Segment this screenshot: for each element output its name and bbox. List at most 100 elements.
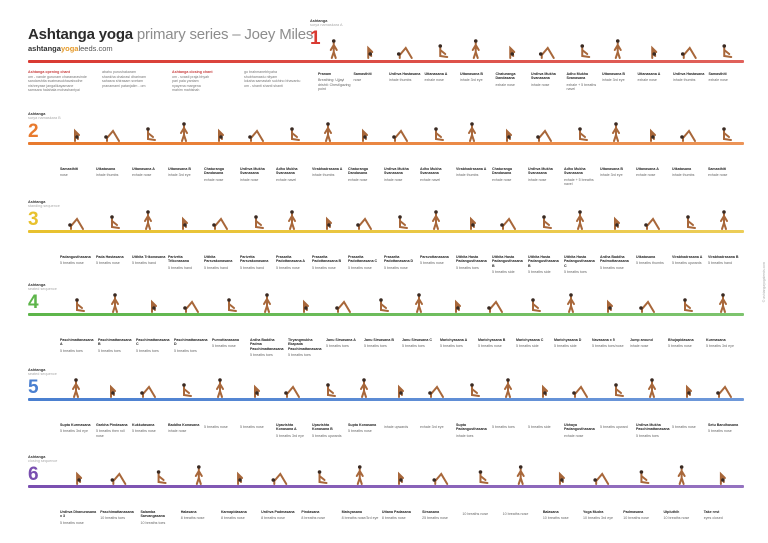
- pose-breath: exhale navel: [420, 177, 441, 182]
- pose-card: Utthita Hasta Padangusthasana 5 breaths t…: [456, 255, 490, 270]
- pose-card: Parivrtta Trikonasana 5 breaths hand: [168, 255, 202, 270]
- pose-card: Utthita Trikonasana 5 breaths hand: [132, 255, 166, 266]
- pose-figure-icon: [432, 472, 449, 485]
- pose-card: Urdhva Mukha Paschimattanasana 5 breaths …: [636, 423, 670, 438]
- pose-breath: 5 breaths toes: [456, 265, 479, 270]
- pose-card: Adho Mukha Svanasana exhale navel: [276, 167, 310, 182]
- pose-breath: 5 breaths upwards: [312, 433, 342, 438]
- pose-figure-icon: [686, 384, 692, 398]
- pose-breath: inhale upwards: [384, 425, 409, 429]
- pose-breath: inhale 3rd eye: [168, 173, 191, 178]
- pose-name: Urdhva Hastasana: [389, 72, 421, 76]
- pose-name: Adho Mukha Svanasana: [566, 72, 589, 81]
- pose-card: Pada Hastasana 5 breaths nose: [96, 255, 130, 266]
- pose-figure-icon: [303, 299, 309, 313]
- pose-breath: inhale 3rd eye: [602, 78, 625, 83]
- pose-name: Prasarita Padottanasana C: [348, 255, 378, 264]
- chant-line: om - svasti praja bhyah: [172, 74, 210, 79]
- pose-name: Karnapidasana: [220, 510, 247, 514]
- pose-name: Urdhva Mukha Svanasana: [240, 167, 265, 176]
- section-number: 6: [28, 464, 39, 485]
- pose-figure-icon: [180, 122, 188, 142]
- pose-name: Samasthiti: [708, 72, 727, 76]
- pose-figure-icon: [434, 127, 444, 141]
- pose-card: Samasthiti exhale nose: [709, 72, 743, 83]
- side-note: © ashtangayogaleeds.com: [762, 262, 766, 303]
- pose-card: Kukkutasana 5 breaths nose: [132, 423, 166, 434]
- section-number: 2: [28, 121, 39, 142]
- pose-name: Urdhva Dhanurasana x 3: [60, 510, 97, 519]
- pose-name: Paschimattanasana B: [98, 338, 132, 347]
- pose-breath: 5 breaths 3rd eye: [276, 433, 304, 438]
- pose-card: Uttanasana B inhale 3rd eye: [602, 72, 636, 83]
- pose-name: Uttanasana B: [168, 167, 191, 171]
- pose-name: Utkatasana: [636, 255, 656, 259]
- pose-card: Janu Sirsasana A 5 breaths toes: [326, 338, 362, 349]
- pose-name: Utthita Hasta Padangusthasana: [456, 255, 487, 264]
- pose-name: Virabhadrasana A: [456, 167, 487, 171]
- pose-figure-icon: [719, 471, 726, 485]
- pose-breath: eyes closed: [703, 516, 723, 521]
- pose-name: Utthita Hasta Padangusthasana C: [564, 255, 595, 268]
- pose-figure-icon: [432, 210, 440, 230]
- pose-name: Urdhva Mukha Svanasana: [531, 72, 556, 81]
- pose-figure-icon: [614, 216, 620, 230]
- pose-name: Parsvottanasana: [420, 255, 449, 259]
- pose-breath: 8 breaths nose: [301, 516, 326, 521]
- pose-figure-icon: [151, 299, 157, 313]
- pose-card: Marichyasana D 5 breaths side: [554, 338, 590, 349]
- pose-breath: 5 breaths nose: [96, 261, 120, 266]
- chant-line: samsara halahala mohashantyai: [28, 88, 80, 93]
- pose-figure-icon: [237, 471, 244, 485]
- pose-name: Marichyasana A: [440, 338, 468, 342]
- pose-name: Prasarita Padottanasana D: [384, 255, 414, 264]
- pose-breath: 5 breaths nose: [420, 261, 444, 266]
- pose-card: 10 breaths nose: [462, 510, 500, 516]
- pose-breath: 5 breaths hand: [708, 261, 732, 266]
- pose-figure-icon: [362, 128, 368, 142]
- pose-breath: 5 breaths nose: [600, 265, 624, 270]
- pose-breath: 10 breaths nose: [462, 512, 489, 516]
- pose-name: Chaturanga Dandasana: [204, 167, 224, 176]
- section-label: Ashtanga standing sequence: [28, 200, 60, 209]
- pose-card: Uttanasana B inhale 3rd eye: [600, 167, 634, 178]
- pose-figure-icon: [317, 470, 328, 484]
- chant-line: pari pala yantam: [172, 79, 199, 84]
- pose-figure-icon: [648, 378, 656, 398]
- pose-figure-icon: [398, 215, 408, 229]
- pose-figure-icon: [428, 385, 444, 398]
- pose-breath: exhale nose: [637, 78, 657, 83]
- pose-breath: 5 breaths toes/nose: [592, 344, 624, 349]
- section-label: Ashtanga seated sequence: [28, 368, 57, 377]
- chant-title: Ashtanga opening chant: [28, 70, 70, 74]
- pose-card: Parsvottanasana 5 breaths nose: [420, 255, 454, 266]
- pose-card: Virabhadrasana A inhale thumbs: [312, 167, 346, 178]
- pose-breath: 5 breaths toes: [636, 433, 659, 438]
- pose-card: Adho Mukha Svanasana exhale + 5 breaths n…: [564, 167, 598, 186]
- pose-figure-icon: [248, 129, 264, 142]
- pose-card: Matsyasana 8 breaths nose/3rd eye: [342, 510, 380, 521]
- pose-breath: 5 breaths toes: [440, 344, 463, 349]
- pose-figure-icon: [74, 128, 80, 142]
- pose-breath: 8 breaths nose/3rd eye: [341, 516, 379, 521]
- pose-breath: inhale 3rd eye: [460, 78, 483, 83]
- pose-breath: inhale 3rd eye: [600, 173, 623, 178]
- chant-line: nyayena margena: [172, 83, 201, 88]
- pose-figure-icon: [324, 122, 332, 142]
- section-number: 3: [28, 209, 39, 230]
- pose-name: Ardha Baddha Padma Paschimattanasana: [250, 338, 284, 351]
- pose-figure-icon: [686, 215, 696, 229]
- pose-name: Janu Sirsasana A: [326, 338, 356, 342]
- pose-name: Jump around: [630, 338, 653, 342]
- pose-figure-icon: [360, 378, 368, 398]
- chant-line: pranamami patanjalim - om: [102, 83, 146, 88]
- chant-block: abahu purushakaram shankha chakrasi dhari…: [102, 70, 146, 88]
- section-label-sub: standing sequence: [28, 204, 60, 209]
- pose-card: 5 breaths upward: [600, 423, 634, 429]
- pose-card: Uttanasana A exhale nose: [425, 72, 459, 83]
- pose-name: Uttanasana A: [637, 72, 661, 76]
- pose-card: Kurmasana 5 breaths 3rd eye: [706, 338, 742, 349]
- pose-card: 5 breaths nose: [240, 423, 274, 429]
- pose-breath: 5 breaths 3rd eye: [60, 429, 88, 434]
